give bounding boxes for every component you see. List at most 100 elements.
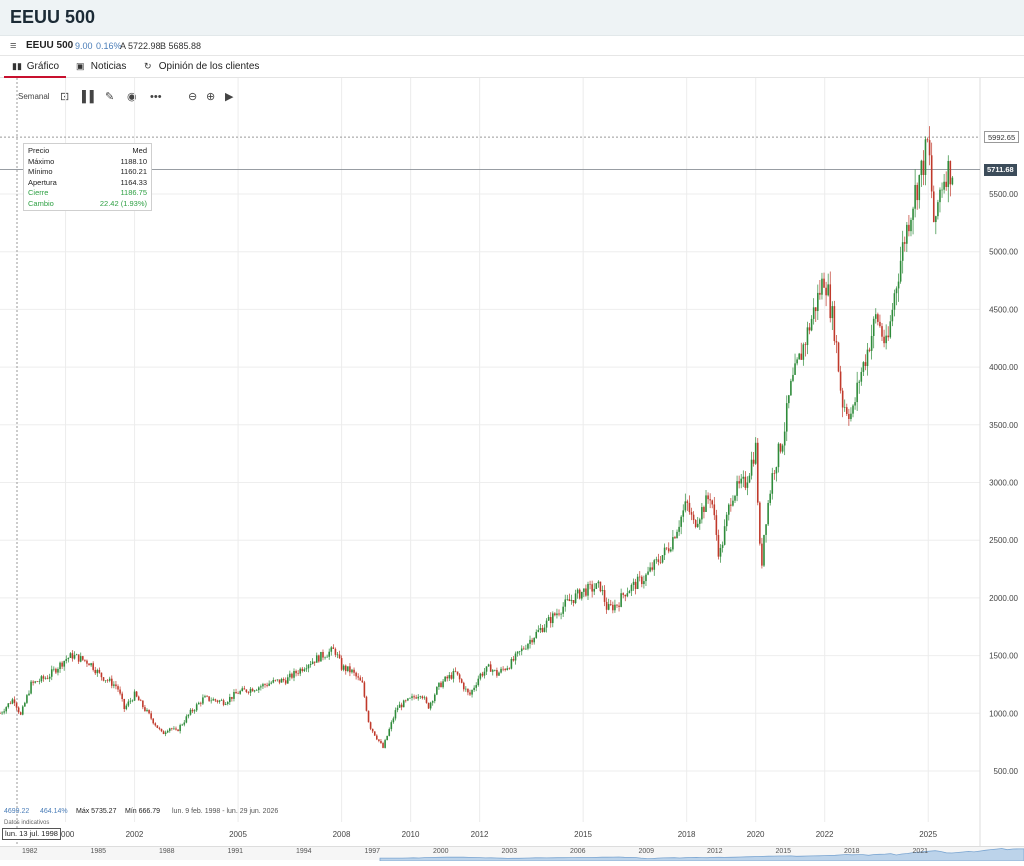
candle-body	[318, 655, 320, 662]
candle-body	[785, 403, 788, 432]
candle-body	[175, 728, 177, 730]
candle-body	[168, 728, 171, 731]
candle-body	[249, 688, 252, 693]
candle-body	[622, 593, 624, 595]
tab-news[interactable]: ▣ Noticias	[76, 56, 126, 78]
candle-body	[837, 342, 840, 372]
candle-body	[804, 344, 807, 346]
title-bar: EEUU 500	[0, 0, 1024, 36]
candle-body	[363, 682, 366, 697]
candle-body	[253, 690, 256, 692]
tab-label: Noticias	[90, 61, 127, 72]
x-tick-label: 2018	[677, 830, 696, 839]
candle-body	[821, 278, 823, 295]
menu-icon[interactable]: ≡	[10, 40, 17, 52]
candle-body	[291, 673, 293, 678]
candle-body	[852, 405, 854, 414]
candle-body	[843, 407, 846, 408]
candle-body	[158, 727, 161, 729]
candle-body	[609, 604, 612, 605]
candle-body	[740, 478, 743, 484]
candle-body	[204, 696, 206, 698]
candle-body	[148, 709, 150, 714]
chart-icon: ▮▮	[12, 61, 22, 71]
play-end-icon[interactable]: ▶	[225, 91, 234, 103]
candle-body	[951, 177, 954, 185]
quote-bid: B 5685.88	[160, 41, 202, 51]
candle-body	[692, 514, 695, 521]
candle-body	[193, 710, 196, 712]
candle-body	[817, 292, 819, 312]
candle-body	[651, 567, 653, 570]
candle-body	[338, 654, 341, 659]
navigator-year-label: 1982	[22, 848, 38, 855]
candle-body	[282, 678, 285, 681]
tooltip-header-right: Med	[132, 146, 147, 155]
navigator-year-label: 2021	[912, 848, 929, 855]
range-navigator[interactable]: 1982 1985 1988 1991 1994 1997 2000 2003 2006 2009…	[0, 846, 1024, 862]
candle-body	[649, 567, 651, 572]
candle-body	[303, 669, 306, 672]
visibility-eye-icon[interactable]: ◉	[127, 91, 137, 103]
candle-body	[342, 665, 345, 670]
chart-type-icon[interactable]: ⊡	[60, 91, 70, 103]
candle-body	[489, 664, 492, 672]
draw-pencil-icon[interactable]: ✎	[105, 91, 115, 103]
candle-body	[802, 344, 805, 360]
candle-body	[868, 349, 871, 351]
candle-body	[552, 613, 554, 624]
y-tick-label: 1000.00	[989, 709, 1018, 718]
candle-body	[413, 696, 415, 698]
candle-body	[676, 531, 678, 539]
tab-chart[interactable]: ▮▮ Gráfico	[4, 56, 66, 78]
candle-body	[638, 576, 641, 578]
candle-body	[386, 735, 388, 741]
candle-body	[13, 699, 16, 703]
candle-body	[806, 327, 809, 346]
candle-body	[910, 219, 912, 232]
tooltip-row-high: Máximo 1188.10	[28, 157, 147, 168]
candle-body	[549, 617, 552, 624]
candle-body	[670, 549, 672, 552]
candle-body	[75, 654, 78, 656]
candle-body	[485, 666, 488, 672]
price-chart[interactable]: 500.00 1000.00 1500.00 2000.00 2500.00 3000.0…	[0, 0, 1024, 846]
candle-body	[108, 678, 111, 681]
candle-body	[899, 260, 902, 282]
candle-body	[866, 349, 869, 367]
candle-body	[394, 710, 397, 719]
tab-sentiment[interactable]: ↻ Opinión de los clientes	[144, 56, 259, 78]
candle-body	[419, 696, 422, 697]
candle-body	[937, 202, 939, 217]
candle-body	[479, 673, 482, 679]
candle-body	[373, 731, 376, 736]
candle-body	[104, 680, 107, 681]
candle-body	[914, 184, 916, 209]
page-title: EEUU 500	[10, 7, 96, 27]
candle-body	[730, 504, 732, 506]
candle-body	[448, 675, 451, 679]
zoom-in-icon[interactable]: ⊕	[206, 91, 216, 103]
candle-body	[597, 581, 600, 584]
range-pct: 464.14%	[40, 808, 68, 815]
zoom-out-icon[interactable]: ⊖	[188, 91, 198, 103]
candle-body	[69, 653, 72, 658]
candle-body	[266, 684, 268, 686]
candle-body	[218, 700, 221, 702]
more-options-icon[interactable]: •••	[150, 91, 162, 103]
candle-body	[34, 681, 36, 683]
candle-body	[701, 507, 703, 520]
candle-body	[351, 669, 353, 673]
candle-body	[723, 526, 726, 545]
candle-body	[382, 743, 384, 748]
candle-body	[359, 677, 362, 681]
x-tick-label: 2022	[815, 830, 834, 839]
indicators-icon[interactable]: ▌▌	[82, 91, 98, 103]
candle-body	[212, 699, 215, 701]
candle-body	[278, 679, 281, 683]
candle-body	[245, 689, 248, 692]
candle-body	[206, 696, 208, 697]
candle-body	[42, 676, 45, 679]
candle-body	[347, 666, 349, 671]
interval-selector[interactable]: Semanal	[18, 92, 50, 101]
